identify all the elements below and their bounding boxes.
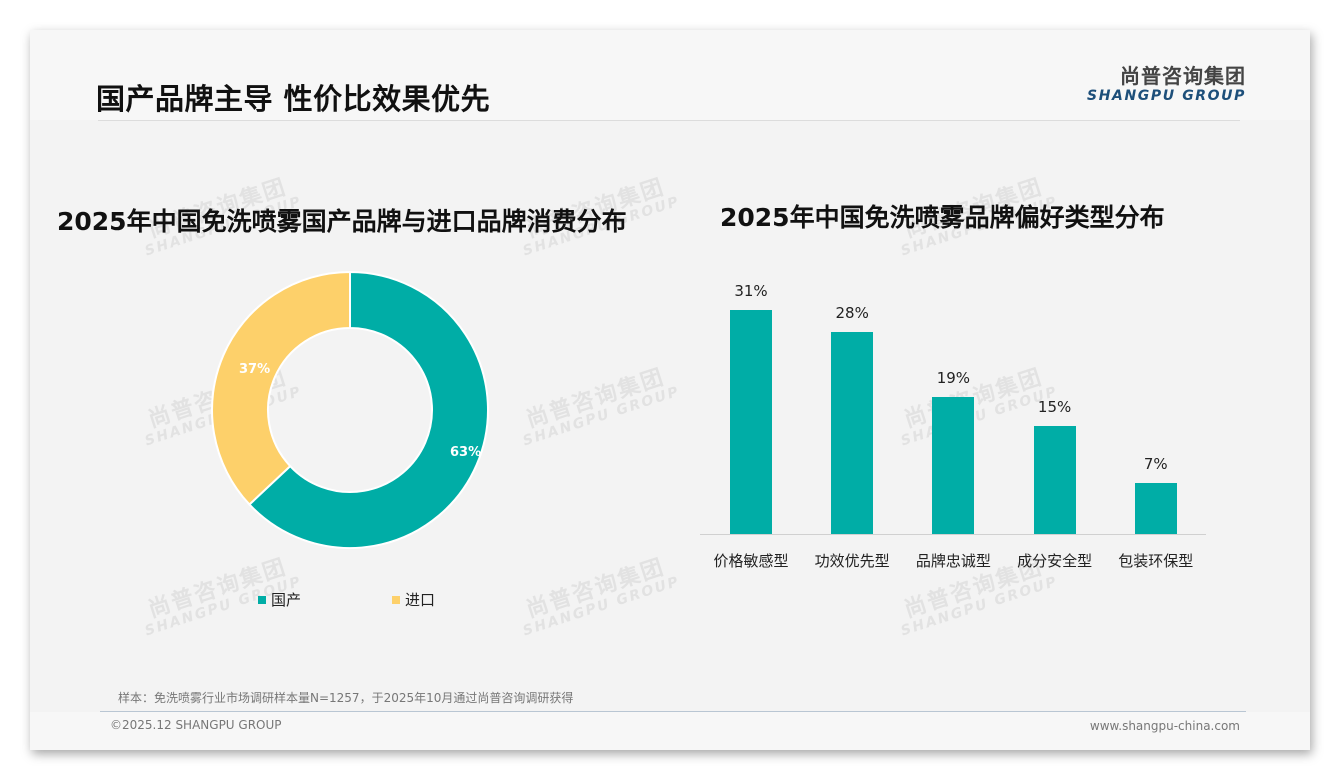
x-axis-category-label: 品牌忠诚型 bbox=[915, 552, 991, 570]
bar-group: 31% bbox=[730, 282, 772, 534]
x-axis-category-label: 包装环保型 bbox=[1118, 552, 1194, 570]
legend-swatch-yellow bbox=[392, 595, 400, 604]
legend-swatch-teal bbox=[258, 595, 266, 604]
title-divider bbox=[98, 120, 1240, 121]
donut-segment-1 bbox=[211, 270, 351, 506]
bar-group: 15% bbox=[1033, 398, 1076, 534]
donut-label-domestic: 63% bbox=[450, 445, 482, 460]
company-logo: 尚普咨询集团 SHANGPU GROUP bbox=[1086, 64, 1246, 105]
x-axis-category-label: 成分安全型 bbox=[1017, 552, 1093, 570]
legend-label: 进口 bbox=[405, 591, 436, 609]
x-axis-line bbox=[700, 534, 1206, 535]
bar-value-label: 19% bbox=[936, 368, 971, 387]
sample-note: 样本：免洗喷雾行业市场调研样本量N=1257，于2025年10月通过尚普咨询调研… bbox=[118, 691, 574, 705]
bar bbox=[730, 310, 772, 534]
logo-cn-text: 尚普咨询集团 bbox=[1120, 64, 1246, 88]
logo-en-text: SHANGPU GROUP bbox=[1087, 88, 1246, 104]
bar-value-label: 7% bbox=[1143, 455, 1168, 474]
donut-segment-0 bbox=[247, 270, 489, 549]
footer-band bbox=[30, 712, 1310, 750]
bar bbox=[831, 331, 874, 534]
bar-chart: 31% 28% 19% 15% 7% bbox=[700, 280, 1206, 534]
bar-chart-title: 2025年中国免洗喷雾品牌偏好类型分布 bbox=[720, 203, 1165, 232]
bar-value-label: 15% bbox=[1037, 397, 1072, 416]
donut-label-imported: 37% bbox=[239, 362, 271, 377]
slide: 国产品牌主导 性价比效果优先 尚普咨询集团 SHANGPU GROUP 尚普咨询… bbox=[30, 30, 1310, 750]
legend-label: 国产 bbox=[271, 591, 302, 609]
bar bbox=[1033, 425, 1076, 534]
bar-group: 28% bbox=[831, 304, 874, 534]
bar-group: 19% bbox=[932, 369, 975, 534]
bar-value-label: 31% bbox=[734, 282, 768, 300]
bar bbox=[1134, 483, 1177, 534]
copyright-text: ©2025.12 SHANGPU GROUP bbox=[110, 718, 282, 732]
header-band bbox=[30, 30, 1310, 120]
website-link[interactable]: www.shangpu-china.com bbox=[1089, 719, 1240, 733]
bar bbox=[932, 396, 975, 534]
x-axis-category-label: 价格敏感型 bbox=[713, 552, 789, 570]
footer-divider bbox=[100, 711, 1246, 712]
legend-item-domestic: 国产 bbox=[258, 589, 301, 610]
donut-chart-title: 2025年中国免洗喷雾国产品牌与进口品牌消费分布 bbox=[57, 207, 627, 236]
legend-item-imported: 进口 bbox=[392, 589, 435, 610]
donut-chart: 63% 37% bbox=[210, 270, 490, 550]
bar-value-label: 28% bbox=[835, 303, 869, 322]
bar-group: 7% bbox=[1134, 455, 1177, 534]
donut-chart-svg bbox=[211, 270, 489, 549]
x-axis-category-label: 功效优先型 bbox=[814, 552, 890, 570]
page-title: 国产品牌主导 性价比效果优先 bbox=[96, 82, 491, 116]
